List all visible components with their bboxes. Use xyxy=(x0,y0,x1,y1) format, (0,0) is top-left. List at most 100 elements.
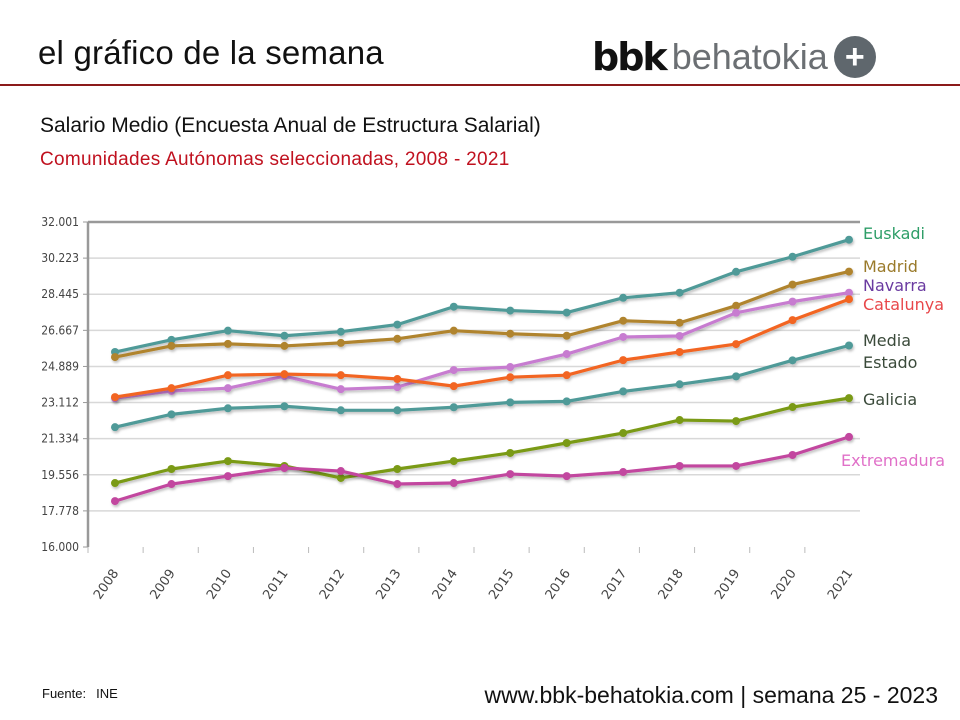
y-tick-label: 21.334 xyxy=(41,432,79,446)
data-point xyxy=(393,375,402,384)
series-label: Catalunya xyxy=(863,295,944,314)
header-divider xyxy=(0,84,960,86)
data-point xyxy=(223,384,232,393)
data-point xyxy=(675,318,684,327)
data-point xyxy=(280,331,289,340)
data-point xyxy=(167,465,176,474)
data-point xyxy=(675,416,684,425)
data-point xyxy=(788,356,797,365)
y-tick-label: 28.445 xyxy=(41,287,79,301)
data-point xyxy=(167,480,176,489)
series-line xyxy=(114,297,850,399)
data-point xyxy=(845,432,853,441)
series-label-line: Estado xyxy=(863,353,917,372)
y-tick-label: 19.556 xyxy=(41,468,79,482)
data-point xyxy=(167,410,176,419)
data-point xyxy=(562,397,571,406)
data-point xyxy=(393,480,402,489)
data-point xyxy=(732,301,741,310)
x-tick-label: 2018 xyxy=(656,567,687,603)
data-point xyxy=(506,448,515,457)
page-title: el gráfico de la semana xyxy=(38,34,384,71)
x-tick-label: 2021 xyxy=(825,567,856,603)
data-point xyxy=(619,316,628,325)
data-point xyxy=(675,348,684,357)
source-label: Fuente: xyxy=(42,686,87,701)
data-point xyxy=(732,372,741,381)
data-point xyxy=(732,308,741,317)
chart-title: Salario Medio (Encuesta Anual de Estruct… xyxy=(40,114,541,137)
data-point xyxy=(788,450,797,459)
data-point xyxy=(732,340,741,349)
data-point xyxy=(562,331,571,340)
source-value: INE xyxy=(96,686,118,701)
footer-website[interactable]: www.bbk-behatokia.com | semana 25 - 2023 xyxy=(484,682,938,708)
data-point xyxy=(562,350,571,359)
data-point xyxy=(336,385,345,394)
data-point xyxy=(336,327,345,336)
series-catalunya xyxy=(111,295,853,402)
series-euskadi xyxy=(111,235,853,357)
data-point xyxy=(845,288,853,297)
series-label-line: Galicia xyxy=(863,390,917,409)
data-point xyxy=(223,457,232,466)
data-point xyxy=(336,473,345,482)
series-label-line: Madrid xyxy=(863,257,918,276)
data-point xyxy=(111,497,119,506)
data-point xyxy=(449,366,458,375)
data-point xyxy=(393,406,402,415)
data-point xyxy=(167,335,176,344)
series-label-line: Euskadi xyxy=(863,224,925,243)
data-point xyxy=(393,320,402,329)
data-point xyxy=(562,308,571,317)
data-point xyxy=(788,316,797,325)
data-point xyxy=(449,302,458,311)
series-navarra xyxy=(111,288,853,403)
data-point xyxy=(393,334,402,343)
series-label: Navarra xyxy=(863,276,927,295)
data-point xyxy=(845,394,853,403)
x-tick-label: 2014 xyxy=(430,567,461,603)
series-line xyxy=(114,343,850,429)
series-line xyxy=(114,396,850,485)
series-lines xyxy=(111,235,853,506)
x-tick-label: 2009 xyxy=(147,567,178,603)
series-label-line: Extremadura xyxy=(841,451,945,470)
data-point xyxy=(845,267,853,276)
data-point xyxy=(506,306,515,315)
y-tick-label: 16.000 xyxy=(41,540,79,554)
data-point xyxy=(280,463,289,472)
data-point xyxy=(223,326,232,335)
data-point xyxy=(845,295,853,304)
series-label-line: Catalunya xyxy=(863,295,944,314)
x-tick-label: 2017 xyxy=(599,567,630,603)
source-note: Fuente: INE xyxy=(42,686,118,701)
data-point xyxy=(393,383,402,392)
data-point xyxy=(111,423,119,432)
data-point xyxy=(506,363,515,372)
data-point xyxy=(675,331,684,340)
series-extremadura xyxy=(111,432,853,506)
data-point xyxy=(845,235,853,244)
data-point xyxy=(336,467,345,476)
data-point xyxy=(788,403,797,412)
gridlines xyxy=(88,221,860,512)
data-point xyxy=(223,371,232,380)
data-point xyxy=(167,384,176,393)
x-tick-label: 2008 xyxy=(91,567,122,603)
data-point xyxy=(223,472,232,481)
x-tick-label: 2013 xyxy=(373,567,404,603)
y-tick-label: 26.667 xyxy=(41,323,79,337)
series-label-line: Media xyxy=(863,331,911,350)
data-point xyxy=(562,439,571,448)
data-point xyxy=(393,465,402,474)
data-point xyxy=(449,479,458,488)
data-point xyxy=(449,457,458,466)
series-label: Madrid xyxy=(863,257,918,276)
x-tick-label: 2016 xyxy=(543,567,574,603)
bbk-behatokia-logo[interactable]: bbk behatokia + xyxy=(592,32,876,82)
data-point xyxy=(449,326,458,335)
data-point xyxy=(619,387,628,396)
data-point xyxy=(562,472,571,481)
series-label: Galicia xyxy=(863,390,917,409)
